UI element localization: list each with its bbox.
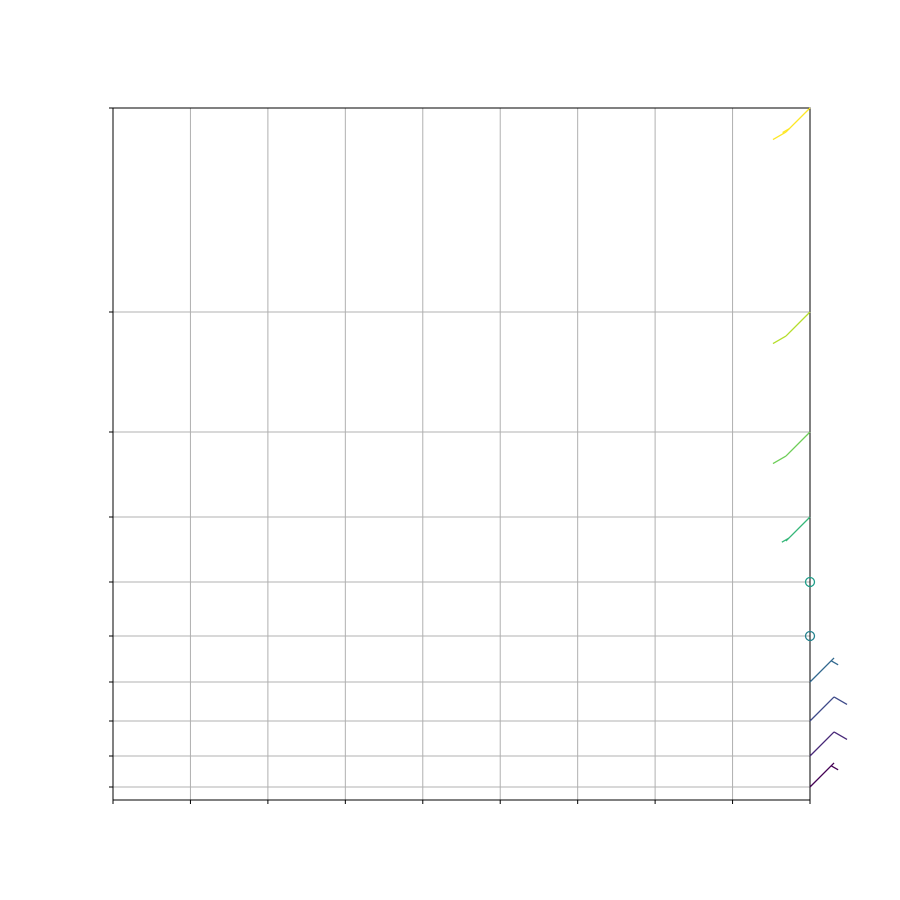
calm-circle (804, 576, 816, 588)
barb-staff (809, 657, 835, 683)
barb-half-flag (830, 660, 839, 666)
plot-frame (112, 107, 811, 801)
barb-full-flag (833, 731, 848, 741)
calm-circle (804, 630, 816, 642)
grid-layer (113, 108, 810, 800)
wind-barb (809, 762, 839, 788)
barb-staff (785, 107, 811, 133)
barb-staff (809, 731, 835, 757)
wind-barb (772, 107, 811, 141)
barb-staff (785, 311, 811, 337)
barb-staff (809, 762, 835, 788)
barb-layer (772, 107, 848, 788)
wind-barb (809, 731, 848, 757)
wind-barb (781, 516, 811, 543)
wind-barb (772, 311, 811, 345)
barb-full-flag (772, 335, 787, 345)
barb-staff (809, 696, 835, 722)
barb-staff (785, 431, 811, 457)
wind-barb (772, 431, 811, 465)
wind-barb (804, 576, 816, 588)
barb-full-flag (772, 131, 787, 141)
barb-staff (785, 516, 811, 542)
barb-full-flag (833, 696, 848, 706)
wind-barb (804, 630, 816, 642)
barb-half-flag (782, 127, 790, 134)
tick-layer (109, 107, 811, 804)
barb-half-flag (781, 537, 790, 543)
wind-barb (809, 657, 839, 683)
barb-half-flag (830, 765, 839, 771)
barb-full-flag (772, 455, 787, 465)
wind-barb (809, 696, 848, 722)
